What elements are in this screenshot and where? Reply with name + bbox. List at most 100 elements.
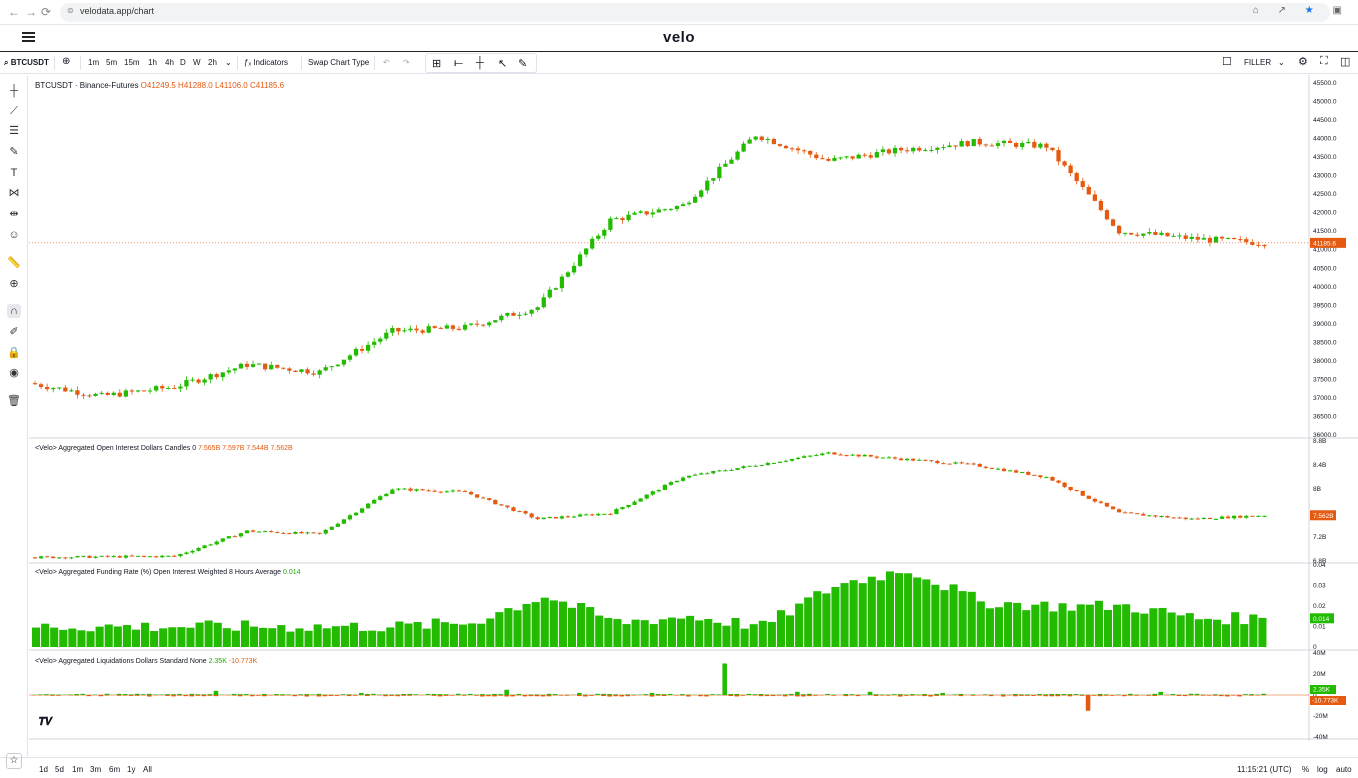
funding-bar — [240, 620, 250, 647]
liq-short-bar — [256, 695, 261, 696]
horizontal-line-icon[interactable]: ⟝ — [454, 57, 464, 69]
back-icon[interactable]: ← — [8, 5, 20, 19]
chevron-down-icon[interactable]: ⌄ — [1278, 58, 1285, 67]
liq-short-bar — [910, 695, 915, 696]
chart-svg[interactable]: 45500.0 45000.0 44500.0 44000.0 43500.0 43000… — [29, 75, 1358, 749]
funding-bar — [122, 625, 131, 647]
emoji-icon[interactable]: ☺ — [8, 229, 20, 241]
interval-4h[interactable]: 4h — [165, 58, 174, 67]
liq-long-bar — [873, 694, 879, 695]
funding-bar — [50, 627, 59, 647]
fullscreen-icon[interactable]: ⛶ — [1320, 55, 1328, 67]
price-candle — [117, 392, 122, 397]
cross-icon[interactable]: ┼ — [476, 57, 484, 69]
trash-icon[interactable]: 🗑 — [7, 395, 21, 407]
range-6m[interactable]: 6m — [109, 765, 121, 774]
indicators-button[interactable]: ƒₓ Indicators — [244, 58, 288, 67]
reload-icon[interactable]: ⟳ — [41, 5, 52, 19]
funding-bar — [985, 608, 994, 647]
range-3m[interactable]: 3m — [90, 765, 102, 774]
price-candle — [644, 211, 649, 215]
liq-short-bar — [619, 695, 624, 697]
price-candle — [771, 138, 777, 145]
site-info-icon[interactable]: ⊜ — [67, 6, 74, 15]
interval-5m[interactable]: 5m — [106, 58, 118, 67]
measure-icon[interactable]: ⇹ — [9, 208, 19, 220]
undo-icon[interactable]: ↶ — [383, 58, 390, 67]
liq-pos-label: 2.35K — [1313, 687, 1331, 694]
camera-icon[interactable]: ◫ — [1340, 56, 1351, 68]
price-candle — [686, 202, 692, 205]
liq-short-bar — [904, 695, 909, 696]
favorite-star-icon[interactable]: ☆ — [6, 753, 22, 769]
liq-short-bar — [698, 695, 703, 697]
range-1y[interactable]: 1y — [127, 765, 136, 774]
liq-short-bar — [728, 695, 734, 696]
trend-line-icon[interactable]: ⟋ — [10, 105, 18, 117]
liq-long-bar — [1103, 694, 1109, 695]
crosshair-frame-icon[interactable]: ⊞ — [432, 58, 442, 70]
range-1m[interactable]: 1m — [72, 765, 84, 774]
interval-w[interactable]: W — [193, 58, 201, 67]
browser-actions[interactable]: ⌂ ↗ ★ ▣ — [1252, 5, 1350, 16]
auto-toggle[interactable]: auto — [1336, 765, 1352, 774]
chart-area[interactable]: 45500.0 45000.0 44500.0 44000.0 43500.0 43000… — [29, 75, 1358, 749]
price-candle — [287, 368, 292, 371]
forward-icon[interactable]: → — [25, 5, 37, 19]
oi-candle — [1225, 516, 1231, 519]
filler-select[interactable]: FILLER — [1244, 58, 1272, 67]
gear-icon[interactable]: ⚙ — [1298, 56, 1308, 68]
add-symbol-icon[interactable]: ⊕ — [62, 56, 71, 67]
address-bar[interactable] — [60, 3, 1330, 22]
menu-icon[interactable] — [22, 32, 35, 42]
pencil-lock-icon[interactable]: ✐ — [9, 326, 19, 338]
interval-1m[interactable]: 1m — [88, 58, 100, 67]
pattern-icon[interactable]: ⋈ — [8, 187, 20, 199]
log-toggle[interactable]: log — [1317, 765, 1328, 774]
oi-value-3: 7.544B — [246, 445, 269, 452]
magnet-icon[interactable]: ∩ — [7, 304, 21, 318]
text-icon[interactable]: T — [10, 167, 18, 179]
liq-short-bar — [74, 695, 79, 696]
oi-candle — [850, 454, 855, 456]
price-candle — [1165, 232, 1170, 237]
oi-candle — [1068, 486, 1073, 491]
brush-icon[interactable]: ✎ — [518, 58, 528, 70]
lock-icon[interactable]: 🔒 — [7, 347, 21, 359]
oi-candle — [1238, 515, 1243, 518]
funding-bar — [622, 624, 631, 647]
liq-long-bar — [407, 693, 413, 695]
checkbox-icon[interactable]: ☐ — [1222, 56, 1232, 68]
brush-icon[interactable]: ✎ — [9, 146, 19, 158]
oi-candle — [541, 517, 546, 520]
range-1d[interactable]: 1d — [39, 765, 48, 774]
funding-bar — [604, 617, 613, 647]
oi-candle — [808, 455, 813, 457]
price-tick-label: 42500.0 — [1313, 191, 1337, 198]
range-all[interactable]: All — [143, 765, 152, 774]
oi-candle — [1123, 512, 1128, 514]
chevron-down-icon[interactable]: ⌄ — [225, 58, 232, 67]
oi-candle — [553, 516, 558, 519]
swap-chart-type-button[interactable]: Swap Chart Type — [308, 58, 370, 67]
ruler-icon[interactable]: 📏 — [7, 257, 21, 269]
fib-icon[interactable]: ☰ — [9, 125, 19, 137]
interval-2h[interactable]: 2h — [208, 58, 217, 67]
utc-time[interactable]: 11:15:21 (UTC) — [1237, 765, 1292, 774]
interval-1h[interactable]: 1h — [148, 58, 157, 67]
liq-long-bar — [734, 693, 740, 695]
redo-icon[interactable]: ↷ — [403, 58, 410, 67]
interval-15m[interactable]: 15m — [124, 58, 140, 67]
interval-d[interactable]: D — [180, 58, 186, 67]
zoom-in-icon[interactable]: ⊕ — [9, 278, 19, 290]
eye-icon[interactable]: ◉ — [9, 367, 19, 379]
cursor-icon[interactable]: ↖ — [498, 58, 508, 70]
symbol-search[interactable]: ⌕ BTCUSDT — [4, 58, 49, 67]
crosshair-icon[interactable]: ┼ — [10, 85, 18, 97]
oi-candle — [160, 555, 165, 558]
liq-long-bar — [1025, 694, 1030, 695]
percent-toggle[interactable]: % — [1302, 765, 1310, 774]
bookmark-star-icon[interactable]: ★ — [1304, 5, 1322, 16]
range-5d[interactable]: 5d — [55, 765, 64, 774]
price-candle — [832, 158, 837, 161]
